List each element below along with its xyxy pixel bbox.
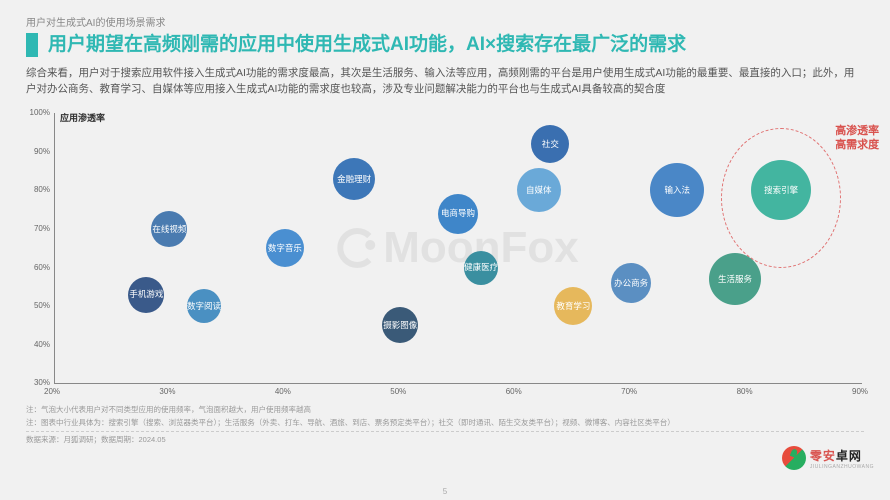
bubble-自媒体: 自媒体 xyxy=(517,168,561,212)
bubble-生活服务: 生活服务 xyxy=(709,253,761,305)
page-number: 5 xyxy=(443,487,447,496)
x-tick: 40% xyxy=(275,387,291,396)
x-tick: 90% xyxy=(852,387,868,396)
bubble-教育学习: 教育学习 xyxy=(554,287,592,325)
bubble-电商导购: 电商导购 xyxy=(438,194,478,234)
title-accent-bar xyxy=(26,33,38,57)
divider xyxy=(26,431,864,432)
bubble-摄影图像: 摄影图像 xyxy=(382,307,418,343)
page-title: 用户期望在高频刚需的应用中使用生成式AI功能，AI×搜索存在最广泛的需求 xyxy=(48,33,686,57)
x-tick: 70% xyxy=(621,387,637,396)
y-tick: 30% xyxy=(26,378,50,387)
y-tick: 100% xyxy=(26,108,50,117)
y-tick: 70% xyxy=(26,224,50,233)
corner-logo-icon xyxy=(782,446,806,470)
y-axis-line xyxy=(54,113,55,383)
x-tick: 30% xyxy=(159,387,175,396)
bubble-健康医疗: 健康医疗 xyxy=(464,251,498,285)
body-paragraph: 综合来看，用户对于搜索应用软件接入生成式AI功能的需求度最高，其次是生活服务、输… xyxy=(26,65,864,98)
bubble-输入法: 输入法 xyxy=(650,163,704,217)
y-axis-label: 应用渗透率 xyxy=(60,111,105,124)
corner-logo-text: 零安卓网 xyxy=(810,447,874,464)
callout-ring xyxy=(721,128,841,268)
bubble-办公商务: 办公商务 xyxy=(611,263,651,303)
x-tick: 60% xyxy=(506,387,522,396)
bubble-数字阅读: 数字阅读 xyxy=(187,289,221,323)
bubble-在线视频: 在线视频 xyxy=(151,211,187,247)
corner-logo-sub: JIULINGANZHUOWANG xyxy=(810,464,874,470)
title-row: 用户期望在高频刚需的应用中使用生成式AI功能，AI×搜索存在最广泛的需求 xyxy=(26,33,864,57)
callout-text: 高渗透率 高需求度 xyxy=(835,124,879,153)
x-tick: 50% xyxy=(390,387,406,396)
bubble-金融理财: 金融理财 xyxy=(333,158,375,200)
kicker-text: 用户对生成式AI的使用场景需求 xyxy=(26,14,864,29)
x-axis-line xyxy=(54,383,862,384)
y-tick: 80% xyxy=(26,185,50,194)
y-tick: 50% xyxy=(26,301,50,310)
chart-source: 数据来源：月狐调研；数据周期：2024.05 xyxy=(26,435,864,446)
watermark-logo-icon xyxy=(337,228,377,268)
bubble-数字音乐: 数字音乐 xyxy=(266,229,304,267)
bubble-社交: 社交 xyxy=(531,125,569,163)
x-tick: 20% xyxy=(44,387,60,396)
bubble-手机游戏: 手机游戏 xyxy=(128,277,164,313)
y-tick: 90% xyxy=(26,147,50,156)
y-tick: 40% xyxy=(26,340,50,349)
bubble-chart: MoonFox 应用渗透率30%40%50%60%70%80%90%100%20… xyxy=(26,103,862,403)
y-tick: 60% xyxy=(26,263,50,272)
corner-logo: 零安卓网 JIULINGANZHUOWANG xyxy=(782,446,874,470)
chart-note-2: 注：图表中行业具体为：搜索引擎（搜索、浏览器类平台）；生活服务（外卖、打车、导航… xyxy=(26,418,864,429)
x-tick: 80% xyxy=(737,387,753,396)
chart-note-1: 注：气泡大小代表用户对不同类型应用的使用频率，气泡面积越大，用户使用频率越高 xyxy=(26,405,864,416)
